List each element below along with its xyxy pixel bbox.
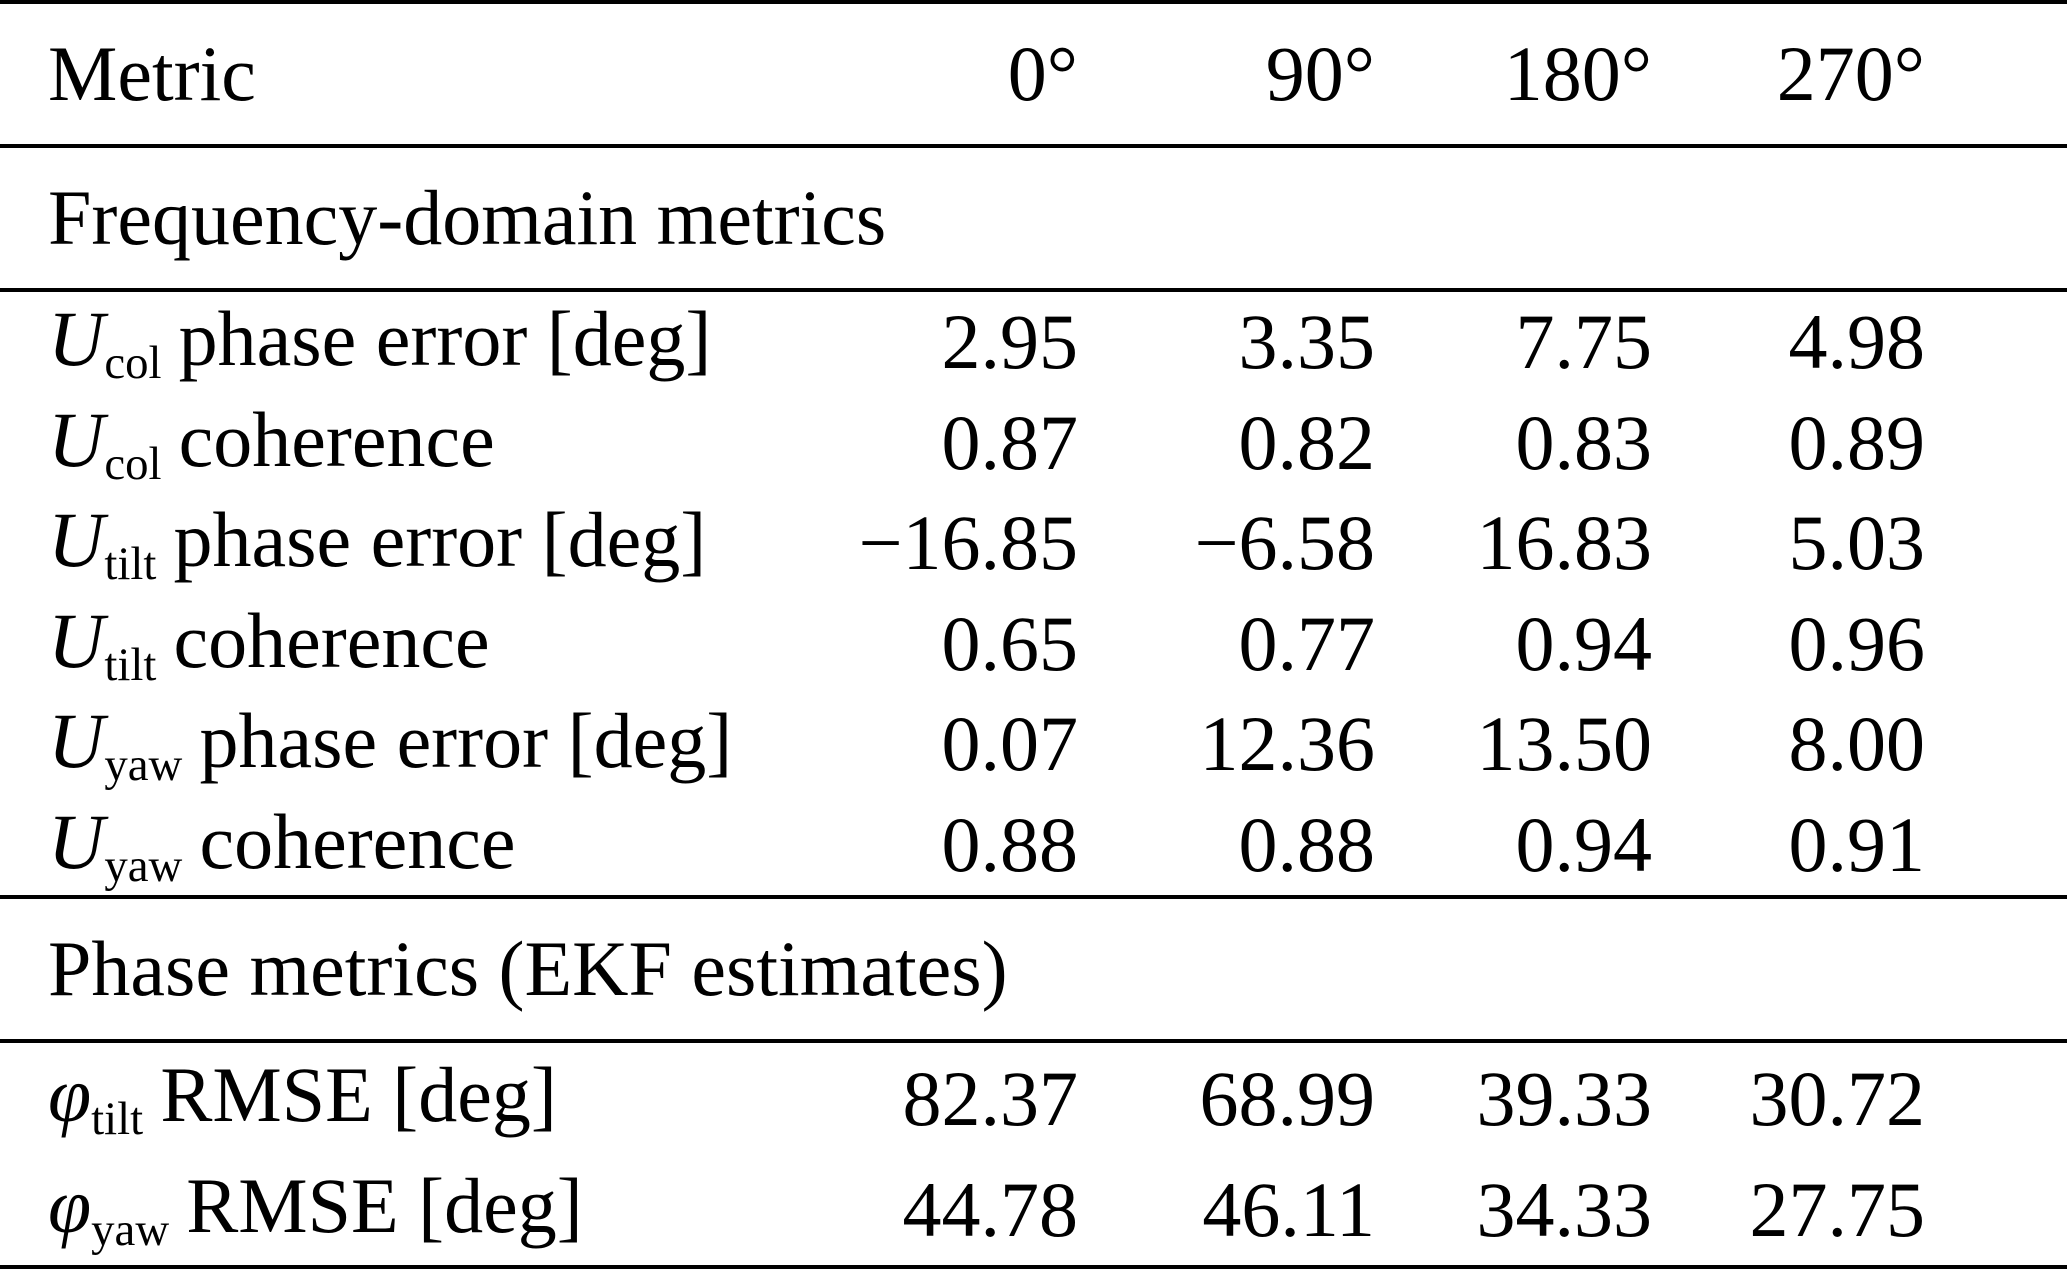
u-symbol: U bbox=[48, 697, 105, 785]
metric-label: coherence bbox=[173, 596, 490, 684]
value-cell: 0.88 bbox=[1238, 800, 1376, 888]
value-cell: 39.33 bbox=[1476, 1054, 1653, 1142]
column-header-90deg: 90° bbox=[1265, 30, 1375, 117]
table-row-uyaw-coherence: Uyaw coherence 0.88 0.88 0.94 0.91 bbox=[0, 795, 2067, 896]
table-row-uyaw-phase-error: Uyaw phase error [deg] 0.07 12.36 13.50 8… bbox=[0, 694, 2067, 795]
metric-label: RMSE [deg] bbox=[186, 1162, 583, 1250]
table-row-utilt-coherence: Utilt coherence 0.65 0.77 0.94 0.96 bbox=[0, 594, 2067, 695]
metric-name: Utilt phase error [deg] bbox=[0, 495, 778, 591]
phi-symbol: φ bbox=[48, 1162, 92, 1250]
table-row-ucol-phase-error: Ucol phase error [deg] 2.95 3.35 7.75 4.9… bbox=[0, 292, 2067, 393]
value-cell: 0.83 bbox=[1515, 398, 1653, 486]
u-symbol: U bbox=[48, 395, 105, 483]
column-header-270deg: 270° bbox=[1776, 30, 1925, 117]
value-cell: 0.96 bbox=[1788, 599, 1926, 687]
metric-name: φtilt RMSE [deg] bbox=[0, 1050, 778, 1146]
value-cell: 82.37 bbox=[902, 1054, 1079, 1142]
metric-label: RMSE [deg] bbox=[160, 1051, 557, 1139]
column-header-180deg: 180° bbox=[1503, 30, 1652, 117]
metric-name: Utilt coherence bbox=[0, 596, 778, 692]
subscript: tilt bbox=[91, 1093, 144, 1146]
bottom-margin bbox=[0, 1269, 2067, 1279]
value-cell: 2.95 bbox=[941, 298, 1079, 386]
column-header-0deg: 0° bbox=[1007, 30, 1078, 117]
section-title-phase-metrics: Phase metrics (EKF estimates) bbox=[48, 925, 1008, 1012]
subscript: yaw bbox=[104, 739, 183, 792]
column-header-metric: Metric bbox=[48, 30, 256, 117]
value-cell: 8.00 bbox=[1788, 700, 1926, 788]
metric-name: φyaw RMSE [deg] bbox=[0, 1161, 778, 1257]
value-cell: 3.35 bbox=[1238, 298, 1376, 386]
u-symbol: U bbox=[48, 295, 105, 383]
value-cell: 0.94 bbox=[1515, 800, 1653, 888]
section2-top-rule bbox=[0, 895, 2067, 899]
value-cell: 0.94 bbox=[1515, 599, 1653, 687]
value-cell: 68.99 bbox=[1199, 1054, 1376, 1142]
value-cell: 4.98 bbox=[1788, 298, 1926, 386]
value-cell: 0.88 bbox=[941, 800, 1079, 888]
header-rule bbox=[0, 144, 2067, 148]
value-cell: 46.11 bbox=[1202, 1165, 1375, 1253]
value-cell: 27.75 bbox=[1749, 1165, 1926, 1253]
value-cell: 0.82 bbox=[1238, 398, 1376, 486]
table-row-phitilt-rmse: φtilt RMSE [deg] 82.37 68.99 39.33 30.72 bbox=[0, 1043, 2067, 1154]
value-cell: 0.89 bbox=[1788, 398, 1926, 486]
value-cell: 5.03 bbox=[1788, 499, 1926, 587]
metric-name: Ucol phase error [deg] bbox=[0, 294, 778, 390]
value-cell: 0.77 bbox=[1238, 599, 1376, 687]
value-cell: −16.85 bbox=[858, 499, 1079, 587]
section2-rule bbox=[0, 1039, 2067, 1043]
metric-name: Uyaw coherence bbox=[0, 797, 778, 893]
metric-label: coherence bbox=[178, 395, 495, 483]
value-cell: −6.58 bbox=[1194, 499, 1376, 587]
metric-label: phase error [deg] bbox=[178, 295, 712, 383]
value-cell: 0.91 bbox=[1788, 800, 1926, 888]
metric-label: phase error [deg] bbox=[173, 496, 707, 584]
bottom-rule bbox=[0, 1265, 2067, 1269]
value-cell: 0.65 bbox=[941, 599, 1079, 687]
subscript: col bbox=[104, 337, 162, 390]
section1-rule bbox=[0, 288, 2067, 292]
u-symbol: U bbox=[48, 496, 105, 584]
value-cell: 44.78 bbox=[902, 1165, 1079, 1253]
table-row-phiyaw-rmse: φyaw RMSE [deg] 44.78 46.11 34.33 27.75 bbox=[0, 1154, 2067, 1265]
phi-symbol: φ bbox=[48, 1051, 92, 1139]
u-symbol: U bbox=[48, 797, 105, 885]
value-cell: 7.75 bbox=[1515, 298, 1653, 386]
top-rule bbox=[0, 0, 2067, 4]
metric-name: Uyaw phase error [deg] bbox=[0, 696, 778, 792]
table-row-utilt-phase-error: Utilt phase error [deg] −16.85 −6.58 16.8… bbox=[0, 493, 2067, 594]
subscript: yaw bbox=[104, 839, 183, 892]
u-symbol: U bbox=[48, 596, 105, 684]
table-header-row: Metric 0° 90° 180° 270° bbox=[0, 4, 2067, 144]
value-cell: 13.50 bbox=[1476, 700, 1653, 788]
subscript: tilt bbox=[104, 638, 157, 691]
subscript: tilt bbox=[104, 538, 157, 591]
metric-label: coherence bbox=[199, 797, 516, 885]
subscript: yaw bbox=[91, 1204, 170, 1257]
value-cell: 12.36 bbox=[1199, 700, 1376, 788]
value-cell: 0.87 bbox=[941, 398, 1079, 486]
metric-label: phase error [deg] bbox=[199, 697, 733, 785]
subscript: col bbox=[104, 437, 162, 490]
value-cell: 16.83 bbox=[1476, 499, 1653, 587]
table-row-ucol-coherence: Ucol coherence 0.87 0.82 0.83 0.89 bbox=[0, 393, 2067, 494]
value-cell: 34.33 bbox=[1476, 1165, 1653, 1253]
value-cell: 30.72 bbox=[1749, 1054, 1926, 1142]
value-cell: 0.07 bbox=[941, 700, 1079, 788]
metric-name: Ucol coherence bbox=[0, 395, 778, 491]
section-title-frequency-domain: Frequency-domain metrics bbox=[48, 174, 887, 261]
